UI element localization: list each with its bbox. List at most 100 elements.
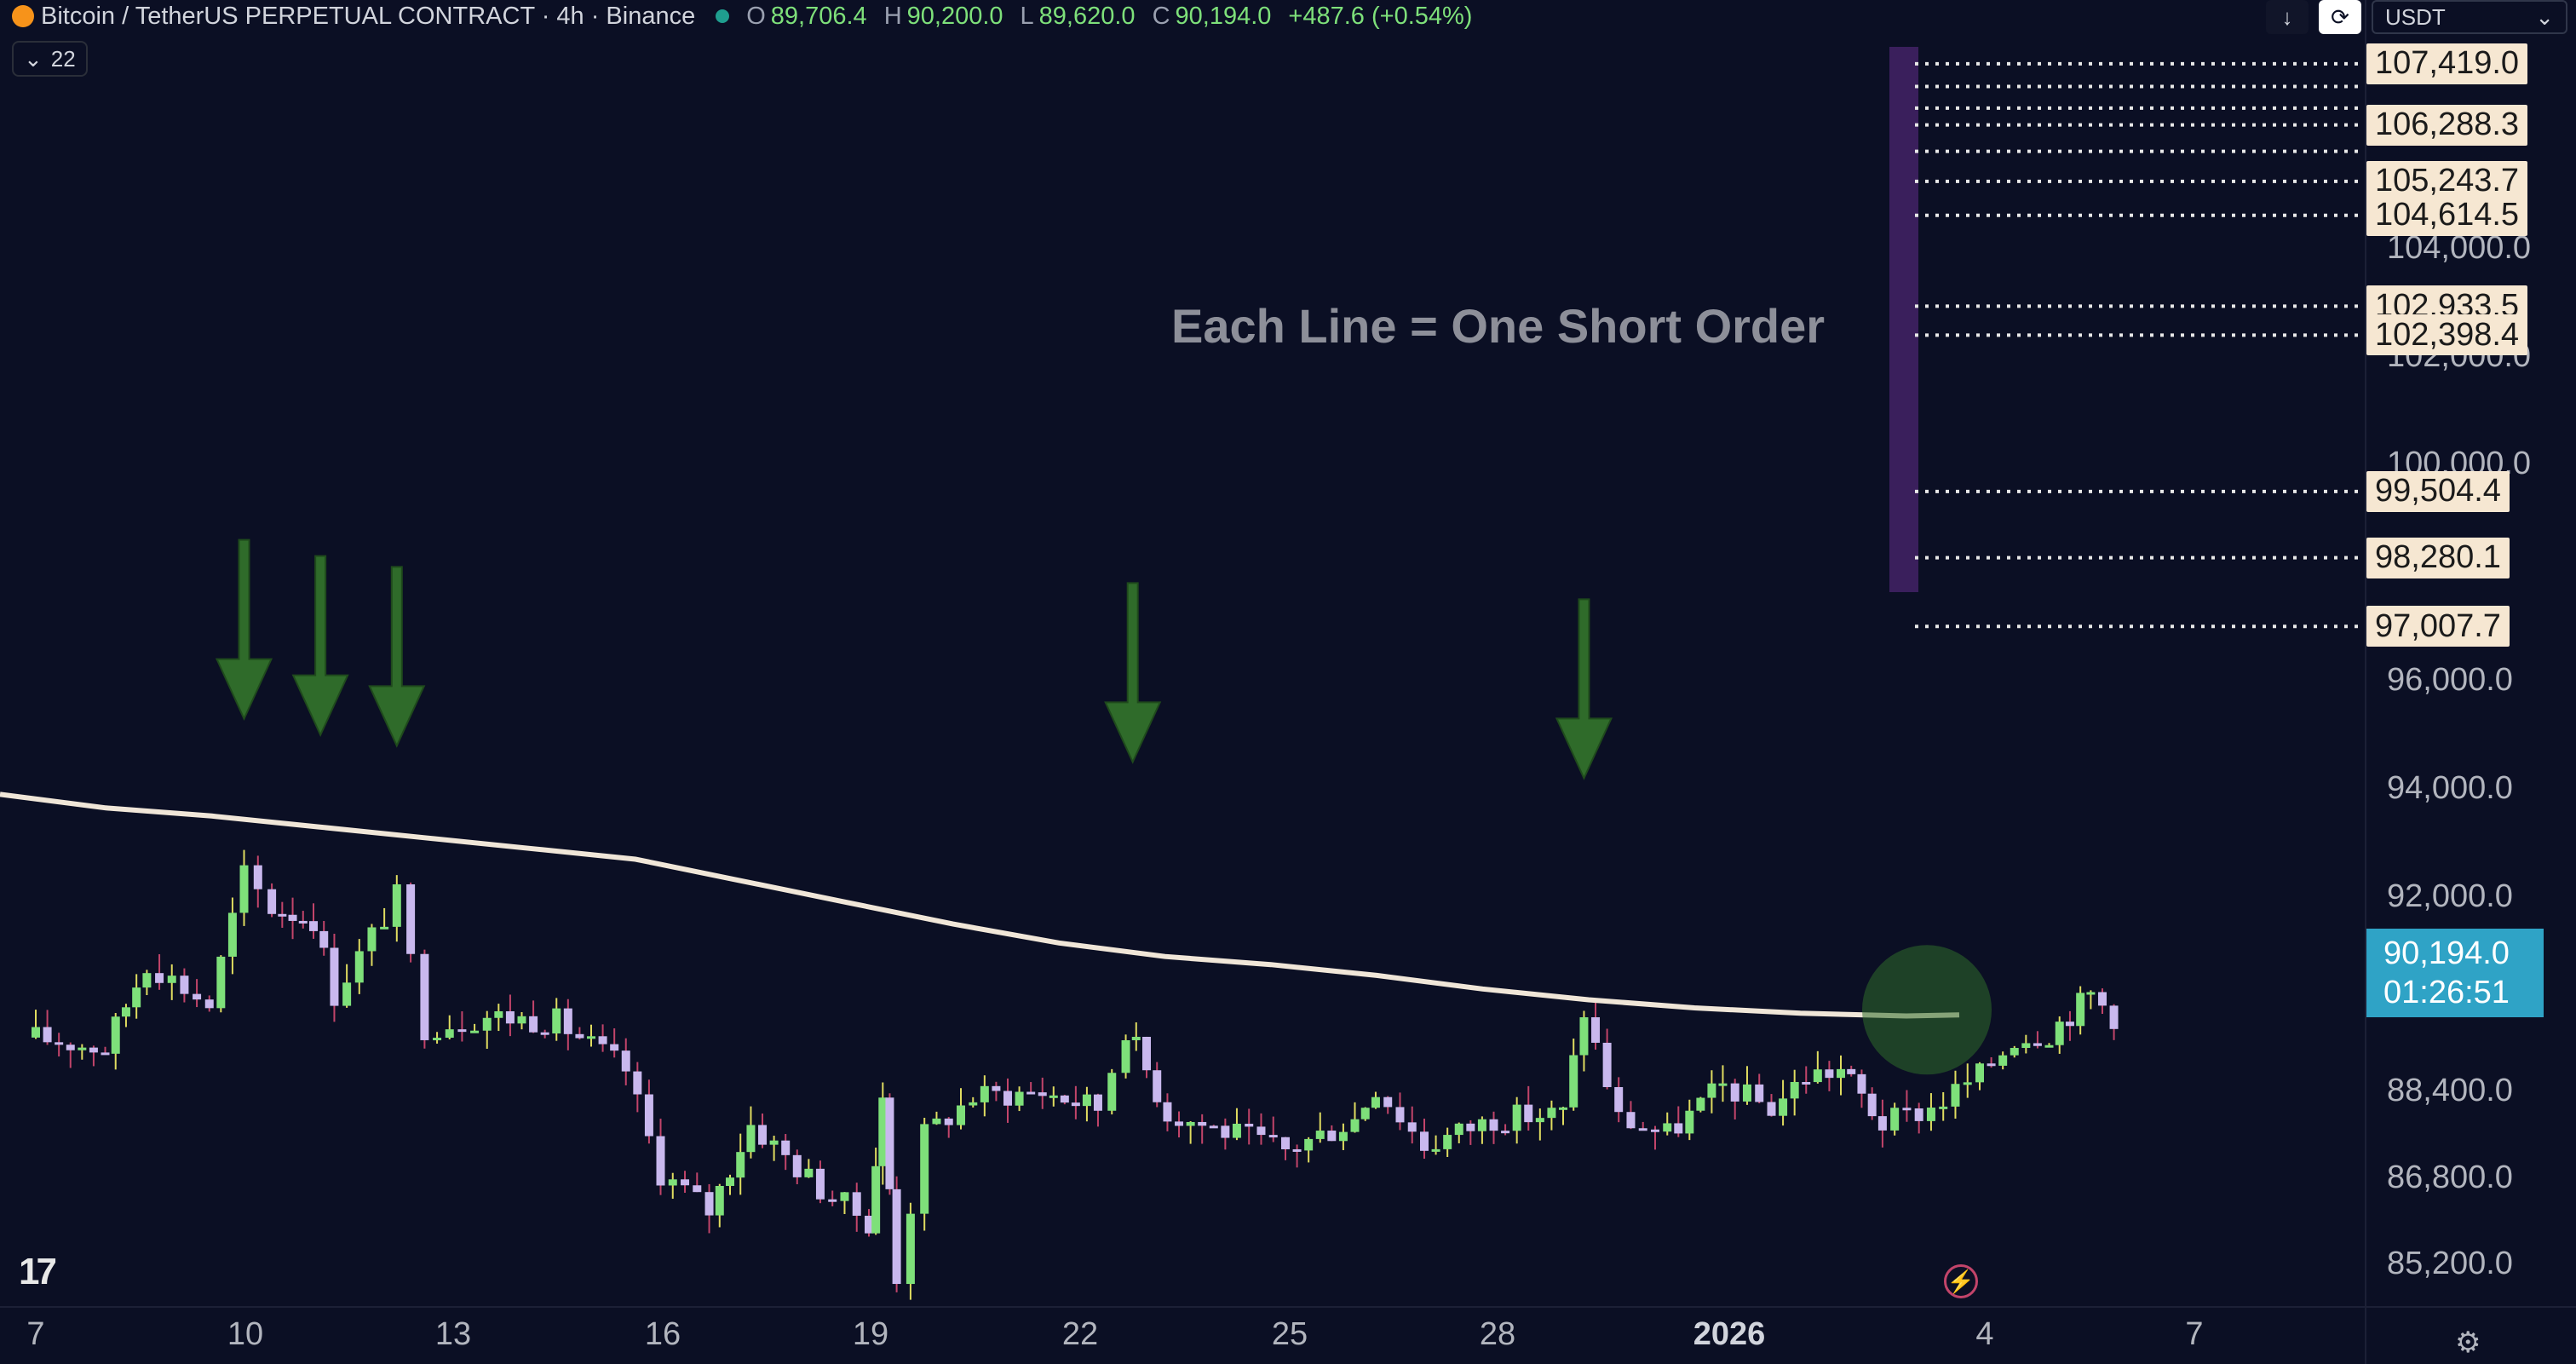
candle-body bbox=[668, 1179, 677, 1186]
candle-body bbox=[736, 1152, 745, 1178]
candle-body bbox=[227, 912, 237, 957]
candle-body bbox=[1614, 1086, 1624, 1113]
indicators-toggle[interactable]: ⌄ 22 bbox=[12, 41, 88, 77]
low-value: 89,620.0 bbox=[1038, 2, 1136, 30]
current-price: 90,194.0 bbox=[2383, 935, 2510, 971]
candle-body bbox=[1626, 1112, 1636, 1129]
candle-body bbox=[1082, 1094, 1091, 1107]
candlestick-chart[interactable] bbox=[0, 0, 2366, 1308]
candle-body bbox=[1696, 1097, 1705, 1111]
candle-body bbox=[1232, 1123, 1241, 1138]
candle-body bbox=[865, 1215, 873, 1234]
candle-body bbox=[1489, 1119, 1498, 1131]
candle-body bbox=[132, 987, 141, 1008]
candle-body bbox=[575, 1033, 584, 1039]
candle-body bbox=[1547, 1108, 1556, 1119]
time-tick: 2026 bbox=[1693, 1316, 1766, 1352]
candle-body bbox=[1569, 1055, 1578, 1108]
candle-body bbox=[1198, 1121, 1207, 1126]
candle-body bbox=[828, 1199, 837, 1202]
candle-body bbox=[66, 1045, 75, 1050]
candle-body bbox=[1926, 1108, 1935, 1121]
price-tick: 85,200.0 bbox=[2387, 1246, 2513, 1282]
candle-body bbox=[1779, 1098, 1788, 1116]
candle-body bbox=[871, 1165, 881, 1234]
short-order-price-label[interactable]: 107,419.0 bbox=[2366, 43, 2528, 84]
candle-body bbox=[906, 1213, 915, 1285]
candle-body bbox=[885, 1097, 894, 1189]
candle-body bbox=[1730, 1083, 1739, 1102]
candle-body bbox=[180, 976, 189, 994]
candle-body bbox=[1142, 1036, 1151, 1071]
candle-body bbox=[330, 947, 339, 1006]
short-order-price-label[interactable]: 99,504.4 bbox=[2366, 470, 2510, 512]
candle-body bbox=[1186, 1121, 1195, 1126]
candle-body bbox=[746, 1125, 756, 1153]
candle-body bbox=[89, 1047, 98, 1053]
candle-body bbox=[1281, 1137, 1290, 1149]
short-order-price-label[interactable]: 104,614.5 bbox=[2366, 194, 2528, 236]
candle-body bbox=[193, 993, 202, 1000]
tradingview-logo[interactable]: 17 bbox=[19, 1251, 57, 1292]
short-order-price-label[interactable]: 97,007.7 bbox=[2366, 606, 2510, 647]
candle-body bbox=[956, 1105, 965, 1125]
candle-body bbox=[656, 1136, 665, 1186]
candle-body bbox=[2076, 993, 2085, 1027]
market-status-icon bbox=[716, 9, 730, 23]
candle-body bbox=[1466, 1123, 1475, 1131]
candle-body bbox=[1221, 1125, 1230, 1138]
candle-body bbox=[1987, 1063, 1996, 1067]
candle-body bbox=[804, 1168, 814, 1177]
candle-body bbox=[1477, 1119, 1486, 1131]
candle-body bbox=[1121, 1039, 1130, 1073]
short-order-price-label[interactable]: 98,280.1 bbox=[2366, 537, 2510, 578]
candle-body bbox=[1707, 1083, 1716, 1098]
candle-body bbox=[1163, 1102, 1172, 1122]
close-label: C bbox=[1152, 2, 1170, 30]
candle-body bbox=[482, 1017, 492, 1031]
candle-body bbox=[2021, 1043, 2031, 1049]
time-axis[interactable]: 7 10 13 16 19 22 25 28 2026 4 7 bbox=[0, 1308, 2366, 1364]
candle-body bbox=[1501, 1131, 1510, 1134]
candle-body bbox=[55, 1042, 64, 1045]
open-value: 89,706.4 bbox=[770, 2, 867, 30]
currency-select[interactable]: USDT ⌄ bbox=[2372, 0, 2567, 34]
settings-gear-icon[interactable]: ⚙ bbox=[2455, 1327, 2481, 1359]
candle-body bbox=[1383, 1096, 1393, 1108]
candle-body bbox=[1038, 1092, 1047, 1096]
candle-body bbox=[563, 1008, 572, 1034]
candle-body bbox=[1003, 1091, 1012, 1106]
time-axis-divider bbox=[0, 1306, 2576, 1308]
sync-icon[interactable]: ⟳ bbox=[2319, 0, 2361, 34]
time-tick: 13 bbox=[434, 1316, 472, 1352]
short-order-price-label[interactable]: 102,398.4 bbox=[2366, 314, 2528, 356]
candle-body bbox=[2055, 1022, 2064, 1045]
candle-body bbox=[815, 1168, 825, 1200]
symbol-title[interactable]: Bitcoin / TetherUS PERPETUAL CONTRACT · … bbox=[41, 2, 696, 30]
annotation-text[interactable]: Each Line = One Short Order bbox=[1171, 299, 1826, 353]
lightning-icon[interactable]: ⚡ bbox=[1944, 1264, 1978, 1298]
candle-body bbox=[1825, 1069, 1834, 1079]
candle-body bbox=[319, 930, 329, 948]
indicator-count: 22 bbox=[50, 45, 76, 72]
candle-body bbox=[587, 1036, 595, 1039]
candle-body bbox=[1579, 1017, 1589, 1056]
candle-body bbox=[1443, 1135, 1452, 1149]
candle-body bbox=[1026, 1091, 1036, 1095]
download-icon[interactable]: ↓ bbox=[2266, 0, 2309, 34]
short-order-price-label[interactable]: 106,288.3 bbox=[2366, 104, 2528, 146]
candle-body bbox=[1360, 1108, 1370, 1119]
candle-body bbox=[167, 976, 176, 983]
candle-body bbox=[445, 1029, 454, 1039]
time-tick: 22 bbox=[1061, 1316, 1099, 1352]
candle-body bbox=[944, 1118, 953, 1125]
candle-body bbox=[1153, 1070, 1162, 1102]
candle-body bbox=[1015, 1091, 1024, 1106]
close-value: 90,194.0 bbox=[1175, 2, 1272, 30]
candle-body bbox=[1524, 1104, 1533, 1123]
down-arrow-icon bbox=[215, 538, 273, 722]
candle-body bbox=[1071, 1102, 1080, 1107]
candle-body bbox=[704, 1192, 714, 1216]
candle-body bbox=[598, 1036, 607, 1045]
candle-body bbox=[2097, 992, 2107, 1006]
